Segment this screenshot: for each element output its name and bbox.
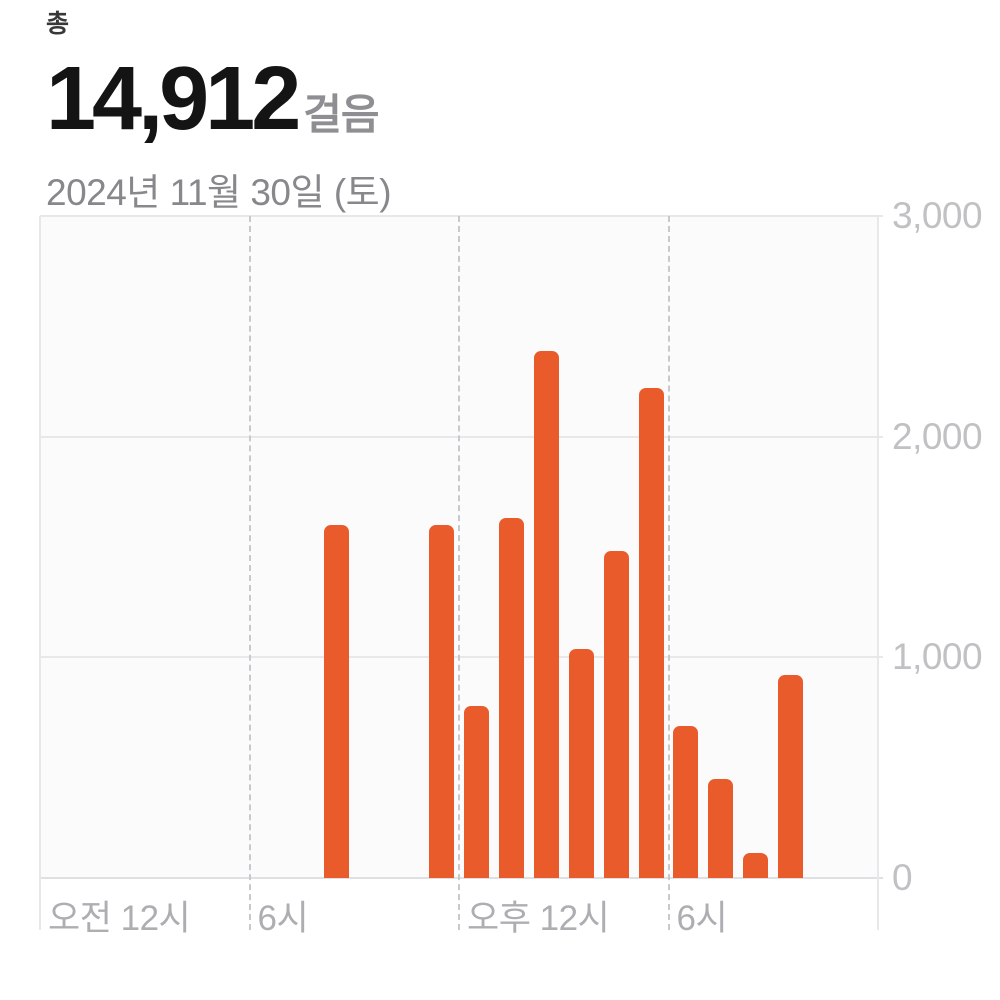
steps-summary-header: 총 14,912 걸음 2024년 11월 30일 (토) — [46, 4, 392, 216]
x-axis-tick-label: 오후 12시 — [467, 899, 610, 938]
y-axis-tick-label: 1,000 — [892, 636, 983, 678]
gridline-vertical-dashed — [667, 216, 670, 930]
x-axis-tick-label: 오전 12시 — [48, 899, 191, 938]
x-axis-tick-label: 6시 — [257, 899, 309, 938]
y-axis-tick-label: 0 — [892, 857, 913, 898]
steps-unit-label: 걸음 — [303, 91, 379, 138]
steps-bar-hour-13[interactable] — [498, 518, 524, 878]
gridline-horizontal — [40, 656, 883, 659]
steps-bar-hour-18[interactable] — [673, 725, 699, 878]
steps-bar-hour-19[interactable] — [708, 778, 734, 878]
steps-bar-hour-15[interactable] — [568, 648, 594, 878]
chart-border-vertical — [877, 216, 879, 930]
steps-bar-hour-11[interactable] — [429, 524, 455, 878]
steps-bar-hour-8[interactable] — [324, 524, 350, 878]
y-axis-tick-label: 2,000 — [892, 415, 983, 457]
gridline-horizontal — [40, 215, 883, 217]
gridline-vertical-dashed — [458, 216, 460, 930]
x-axis-tick-label: 6시 — [676, 899, 728, 938]
steps-bar-hour-16[interactable] — [603, 551, 629, 878]
steps-bar-hour-21[interactable] — [778, 674, 804, 878]
plot-area: 0 1,000 2,000 3,000 오전 12시 6시 오후 12시 6시 — [39, 195, 983, 938]
steps-bar-hour-12[interactable] — [463, 705, 489, 878]
y-axis-tick-label: 3,000 — [892, 195, 983, 236]
total-steps-value: 14,912 — [46, 49, 301, 149]
date-label: 2024년 11월 30일 (토) — [46, 172, 392, 213]
total-value-row: 14,912 걸음 — [46, 54, 391, 144]
total-label: 총 — [46, 10, 70, 38]
steps-bar-hour-20[interactable] — [743, 853, 769, 878]
steps-bar-hour-14[interactable] — [533, 350, 559, 878]
gridline-vertical-dashed — [248, 216, 251, 930]
steps-bar-hour-17[interactable] — [638, 388, 664, 878]
chart-border-vertical — [39, 216, 41, 930]
gridline-horizontal — [40, 877, 883, 879]
gridline-horizontal — [40, 435, 883, 438]
